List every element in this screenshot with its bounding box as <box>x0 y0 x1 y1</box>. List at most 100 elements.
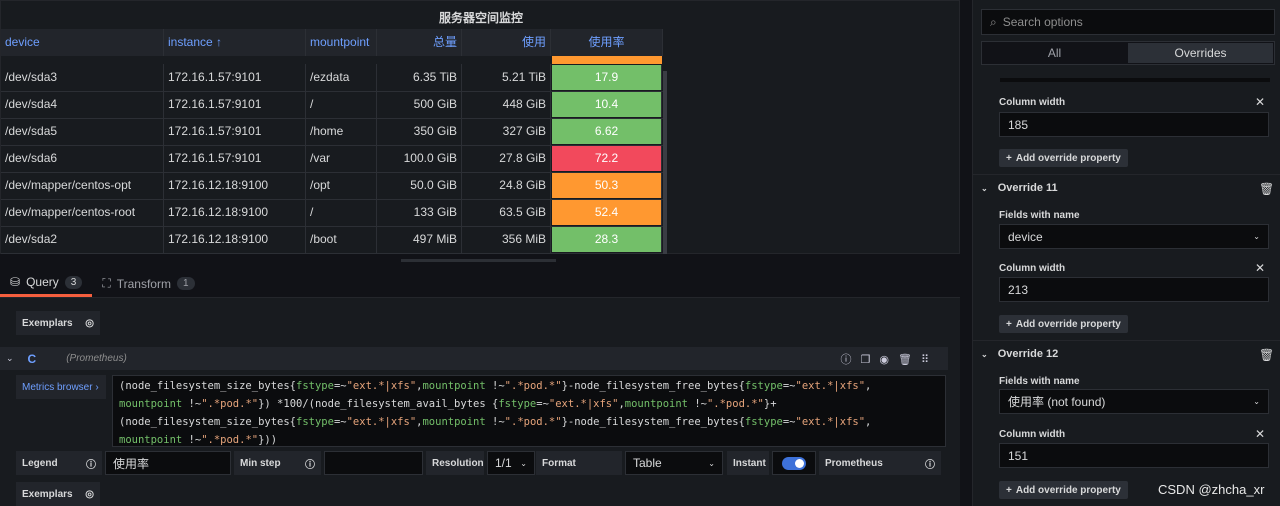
fields-with-name-label: Fields with name <box>999 210 1080 221</box>
query-token: fstype <box>744 416 783 428</box>
cell-device: /dev/sda3 <box>1 64 164 91</box>
cell-instance: 172.16.12.18:9100 <box>164 226 306 253</box>
cell-rate: 50.3 <box>552 173 662 198</box>
close-icon[interactable]: ✕ <box>1255 261 1266 275</box>
override-11-header[interactable]: ⌄ Override 11 <box>981 182 1058 194</box>
resize-handle[interactable] <box>401 259 556 262</box>
cell-device: /dev/sda6 <box>1 145 164 172</box>
cell-total: 350 GiB <box>377 118 462 145</box>
field-name-select[interactable]: device ⌄ <box>999 224 1269 249</box>
column-width-input[interactable]: 151 <box>999 443 1269 468</box>
query-token: !~ <box>688 398 707 410</box>
cell-rate: 52.4 <box>552 200 662 225</box>
trash-icon[interactable]: 🗑 <box>1259 182 1275 196</box>
chevron-down-icon: ⌄ <box>520 458 527 468</box>
query-ref[interactable]: C <box>27 351 37 366</box>
query-token: mountpoint <box>119 434 183 446</box>
table-row: /dev/sda4 172.16.1.57:9101/500 GiB 448 GiB… <box>1 91 663 119</box>
query-token: "ext.*|xfs" <box>346 380 417 392</box>
col-total[interactable]: 总量 <box>377 29 462 56</box>
query-token: (node_filesystem_size_bytes{ <box>119 416 297 428</box>
tab-transform[interactable]: ⛶ Transform 1 <box>92 270 204 297</box>
divider <box>973 174 1280 175</box>
table-panel: 服务器空间监控 device instance ↑ mountpoint 总量 … <box>0 0 960 262</box>
prometheus-label: Prometheus ⓘ <box>819 451 941 475</box>
col-used[interactable]: 使用 <box>462 29 551 56</box>
cell-instance: 172.16.12.18:9100 <box>164 199 306 226</box>
query-token: =~ <box>782 380 796 392</box>
help-icon[interactable]: ⓘ <box>840 353 861 366</box>
table-scrollbar[interactable] <box>663 71 667 254</box>
duplicate-icon[interactable]: ❐ <box>860 353 880 366</box>
cell-instance: 172.16.1.57:9101 <box>164 64 306 91</box>
cell-used: 24.8 GiB <box>462 172 551 199</box>
close-icon[interactable]: ✕ <box>1255 427 1266 441</box>
info-icon: ⓘ <box>925 459 935 471</box>
instant-toggle[interactable] <box>772 451 816 475</box>
cell-mountpoint: / <box>306 91 377 118</box>
col-rate[interactable]: 使用率 <box>551 29 663 56</box>
query-line: (node_filesystem_size_bytes{fstype=~"ext… <box>119 377 939 395</box>
query-token: })) <box>258 434 278 446</box>
cell-device: /dev/sda4 <box>1 91 164 118</box>
cell-rate: 10.4 <box>552 92 662 117</box>
tab-all[interactable]: All <box>1047 46 1062 60</box>
chevron-down-icon: ⌄ <box>981 184 988 193</box>
col-mountpoint[interactable]: mountpoint <box>306 29 377 56</box>
query-line: mountpoint !~".*pod.*"}) *100/(node_file… <box>119 395 939 413</box>
query-token: !~ <box>485 416 505 428</box>
collapse-chevron-icon[interactable]: ⌄ <box>6 353 14 363</box>
query-token: fstype <box>296 380 334 392</box>
partial-row-cell <box>552 56 662 64</box>
cell-mountpoint: /var <box>306 145 377 172</box>
query-token: fstype <box>744 380 783 392</box>
query-line: mountpoint !~".*pod.*"})) <box>119 431 939 449</box>
exemplars-toggle-c[interactable]: Exemplars ◎ <box>16 482 100 506</box>
cell-total: 500 GiB <box>377 91 462 118</box>
query-input[interactable]: (node_filesystem_size_bytes{fstype=~"ext… <box>112 375 946 447</box>
add-override-property-button[interactable]: + Add override property <box>999 481 1128 499</box>
table-row: /dev/mapper/centos-opt 172.16.12.18:9100/… <box>1 172 663 200</box>
query-token: "ext.*|xfs" <box>548 398 619 410</box>
cell-rate: 6.62 <box>552 119 662 144</box>
legend-input[interactable]: 使用率 <box>105 451 231 475</box>
query-token: =~ <box>333 416 347 428</box>
cell-total: 50.0 GiB <box>377 172 462 199</box>
column-width-input[interactable]: 213 <box>999 277 1269 302</box>
resolution-select[interactable]: 1/1 ⌄ <box>487 451 535 475</box>
query-row-header: ⌄ C (Prometheus) ⓘ❐◉🗑⠿ <box>0 347 948 370</box>
query-token: mountpoint <box>422 380 486 392</box>
cell-instance: 172.16.1.57:9101 <box>164 118 306 145</box>
exemplars-toggle[interactable]: Exemplars ◎ <box>16 311 100 335</box>
tab-query[interactable]: ⛁ Query 3 <box>0 270 93 297</box>
eye-icon[interactable]: ◉ <box>879 353 898 366</box>
column-width-input[interactable]: 185 <box>999 112 1269 137</box>
query-token: , <box>618 398 625 410</box>
datasource-name: (Prometheus) <box>66 353 127 364</box>
search-options-input[interactable]: ⌕ Search options <box>981 9 1275 35</box>
table-row: /dev/sda5 172.16.1.57:9101/home 350 GiB 327… <box>1 118 663 146</box>
drag-handle-icon[interactable]: ⠿ <box>920 353 938 366</box>
add-override-property-button[interactable]: + Add override property <box>999 149 1128 167</box>
col-instance[interactable]: instance ↑ <box>164 29 306 56</box>
transform-icon: ⛶ <box>102 276 111 290</box>
min-step-input[interactable] <box>324 451 423 475</box>
format-select[interactable]: Table ⌄ <box>625 451 723 475</box>
trash-icon[interactable]: 🗑 <box>1259 348 1275 362</box>
cell-mountpoint: /boot <box>306 226 377 253</box>
query-token: ".*pod.*" <box>706 398 764 410</box>
chevron-down-icon: ⌄ <box>708 458 715 468</box>
add-override-property-button[interactable]: + Add override property <box>999 315 1128 333</box>
trash-icon[interactable]: 🗑 <box>897 353 921 366</box>
close-icon[interactable]: ✕ <box>1255 95 1266 109</box>
tab-overrides[interactable]: Overrides <box>1128 43 1273 63</box>
database-icon: ⛁ <box>10 275 21 289</box>
field-name-select[interactable]: 使用率 (not found) ⌄ <box>999 389 1269 414</box>
table-row: /dev/sda3 172.16.1.57:9101/ezdata 6.35 TiB… <box>1 64 663 92</box>
metrics-browser-button[interactable]: Metrics browser › <box>16 375 106 399</box>
options-tabs: All Overrides <box>981 41 1275 65</box>
column-width-label: Column width <box>999 263 1066 274</box>
cell-used: 27.8 GiB <box>462 145 551 172</box>
col-device[interactable]: device <box>1 29 164 56</box>
override-12-header[interactable]: ⌄ Override 12 <box>981 348 1059 360</box>
